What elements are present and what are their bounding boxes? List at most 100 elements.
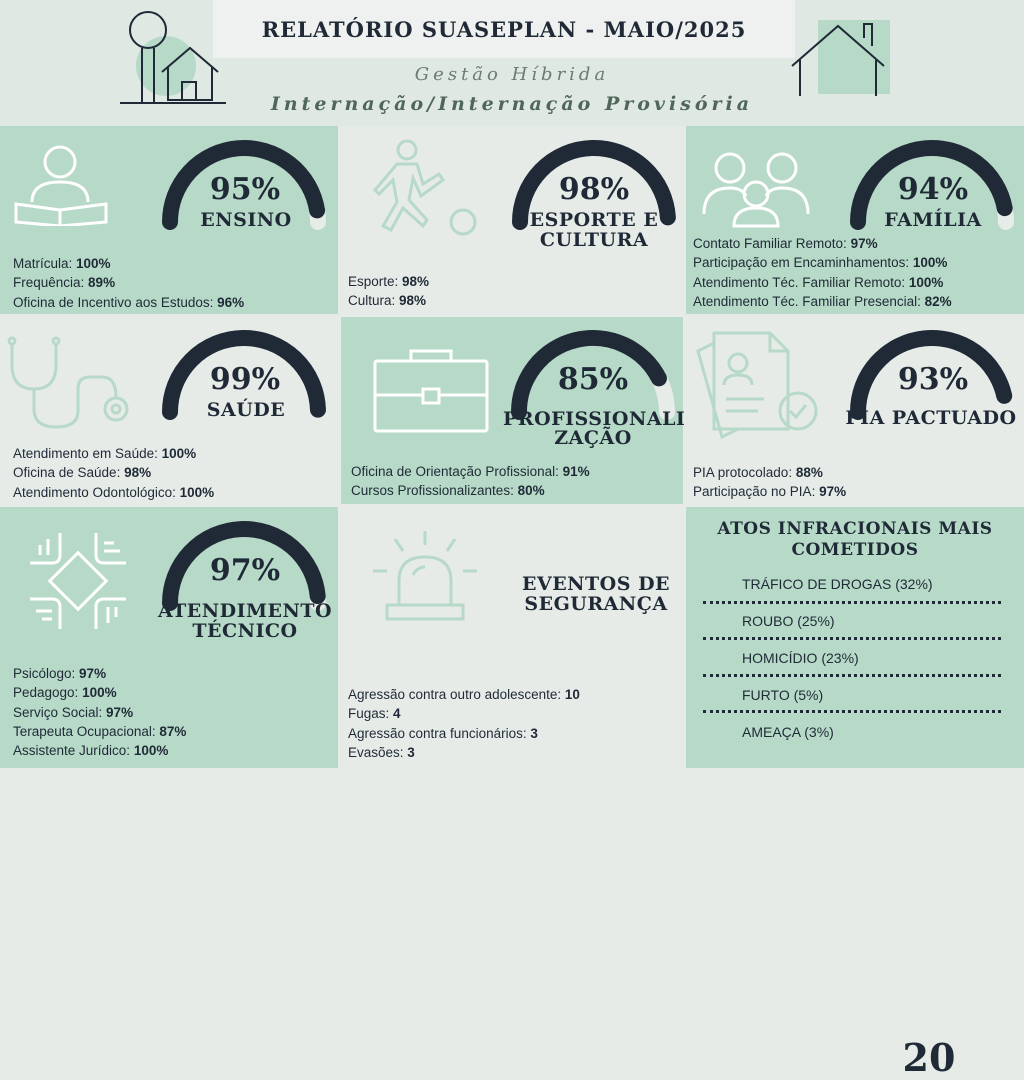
metric-row: Terapeuta Ocupacional: 87% xyxy=(13,722,186,741)
list-ensino: Matrícula: 100% Frequência: 89% Oficina de… xyxy=(13,254,244,312)
gauge-profissionalizacao xyxy=(511,330,675,420)
divider xyxy=(703,674,1001,677)
metric-label: Psicólogo: xyxy=(13,666,80,681)
metric-row: Psicólogo: 97% xyxy=(13,664,186,683)
metric-value: 10 xyxy=(564,687,580,702)
metric-label: Cultura: xyxy=(348,293,400,309)
document-check-icon xyxy=(696,331,818,440)
metric-value: 88% xyxy=(795,465,823,480)
metric-label: Evasões: xyxy=(348,744,408,760)
gauge-familia xyxy=(850,140,1014,230)
metric-row: Esporte: 98% xyxy=(348,272,429,291)
metric-value: 97% xyxy=(819,484,847,500)
divider xyxy=(703,601,1001,604)
metric-value: 98% xyxy=(399,293,427,309)
gauge-fill xyxy=(162,330,326,420)
gauge-fill xyxy=(511,330,667,420)
hands-cooperation-icon xyxy=(30,533,126,629)
metric-value: 100% xyxy=(82,685,117,701)
metric-row: Atendimento Téc. Familiar Presencial: 82… xyxy=(693,292,952,311)
subtitle-2: Internação/Internação Provisória xyxy=(270,93,754,115)
metric-row: Oficina de Incentivo aos Estudos: 96% xyxy=(13,293,244,312)
metric-value: 98% xyxy=(402,274,430,289)
metric-label: Oficina de Incentivo aos Estudos: xyxy=(13,294,218,310)
list-saude: Atendimento em Saúde: 100% Oficina de Saú… xyxy=(13,444,214,502)
label-seguranca-1: EVENTOS DE xyxy=(521,573,671,595)
metric-value: 3 xyxy=(407,744,415,760)
house-tree-icon xyxy=(120,11,226,104)
gauge-ensino xyxy=(162,140,326,230)
divider xyxy=(703,710,1001,713)
metric-label: Assistente Jurídico: xyxy=(13,743,134,759)
panel-esporte: 98% ESPORTE E CULTURA Esporte: 98% Cultur… xyxy=(341,126,683,314)
metric-value: 80% xyxy=(517,483,545,499)
panel-profissionalizacao: 85% PROFISSIONALI- ZAÇÃO Oficina de Orie… xyxy=(341,317,694,504)
percent-atendimento: 97% xyxy=(209,553,281,588)
list-familia: Contato Familiar Remoto: 97% Participação… xyxy=(693,234,952,311)
metric-row: Evasões: 3 xyxy=(348,743,580,762)
atos-item: AMEAÇA (3%) xyxy=(742,724,834,740)
metric-row: Frequência: 89% xyxy=(13,273,244,292)
list-seguranca: Agressão contra outro adolescente: 10 Fug… xyxy=(348,685,580,762)
metric-label: Participação no PIA: xyxy=(693,484,820,500)
label-profissionalizacao-2: ZAÇÃO xyxy=(554,427,632,449)
metric-value: 82% xyxy=(924,293,952,309)
atos-item: HOMICÍDIO (23%) xyxy=(742,650,859,666)
atos-title-line-1: ATOS INFRACIONAIS MAIS xyxy=(717,519,993,539)
page-title: RELATÓRIO SUASEPLAN - MAIO/2025 xyxy=(261,16,747,42)
house-icon xyxy=(791,20,890,96)
metric-row: Fugas: 4 xyxy=(348,704,580,723)
metric-value: 100% xyxy=(179,484,215,500)
gauge-esporte xyxy=(512,140,676,230)
metric-row: Participação em Encaminhamentos: 100% xyxy=(693,253,952,272)
metric-value: 97% xyxy=(106,704,134,720)
metric-label: Atendimento Odontológico: xyxy=(13,484,180,500)
metric-row: Atendimento Odontológico: 100% xyxy=(13,483,214,502)
metric-label: Esporte: xyxy=(348,274,403,289)
list-atendimento: Psicólogo: 97% Pedagogo: 100% Serviço Soci… xyxy=(13,664,186,760)
metric-value: 87% xyxy=(159,723,187,739)
list-profissionalizacao: Oficina de Orientação Profissional: 91% C… xyxy=(351,462,590,501)
label-seguranca-2: SEGURANÇA xyxy=(524,593,668,615)
metric-value: 100% xyxy=(133,743,169,759)
gauge-fill xyxy=(162,521,326,611)
count-seguranca: 20 xyxy=(902,1035,956,1080)
label-saude: SAÚDE xyxy=(206,399,286,421)
panel-seguranca: 20 EVENTOS DE SEGURANÇA Agressão contra … xyxy=(341,507,955,1080)
gauge-pia xyxy=(850,330,1014,420)
label-profissionalizacao-1: PROFISSIONALI- xyxy=(503,408,694,430)
stethoscope-icon xyxy=(7,336,129,429)
header: RELATÓRIO SUASEPLAN - MAIO/2025 Gestão H… xyxy=(0,0,1024,126)
gauge-fill xyxy=(512,140,676,230)
metric-value: 97% xyxy=(79,666,107,681)
label-pia: PIA PACTUADO xyxy=(845,407,1017,429)
metric-value: 100% xyxy=(76,256,111,271)
panel-atendimento: 97% ATENDIMENTO TÉCNICO Psicólogo: 97% Pe… xyxy=(0,507,338,768)
gauge-fill xyxy=(850,330,1013,420)
metric-row: Serviço Social: 97% xyxy=(13,703,186,722)
atos-item: TRÁFICO DE DROGAS (32%) xyxy=(742,576,933,592)
metric-label: Pedagogo: xyxy=(13,685,83,701)
metric-value: 100% xyxy=(908,274,944,290)
metric-row: Cultura: 98% xyxy=(348,291,429,310)
metric-label: PIA protocolado: xyxy=(693,465,796,480)
gauge-fill xyxy=(162,140,326,230)
metric-label: Cursos Profissionalizantes: xyxy=(351,483,518,499)
title-box: RELATÓRIO SUASEPLAN - MAIO/2025 xyxy=(213,0,795,58)
metric-label: Matrícula: xyxy=(13,256,77,271)
gauge-fill xyxy=(850,140,1013,230)
metric-row: Oficina de Orientação Profissional: 91% xyxy=(351,462,590,481)
atos-item: ROUBO (25%) xyxy=(742,613,835,629)
panel-familia: 94% FAMÍLIA Contato Familiar Remoto: 97%… xyxy=(686,126,1024,314)
metric-row: Participação no PIA: 97% xyxy=(693,482,846,501)
panel-pia: 93% PIA PACTUADO PIA protocolado: 88% Par… xyxy=(686,317,1024,504)
briefcase-icon xyxy=(373,349,489,433)
metric-row: Atendimento em Saúde: 100% xyxy=(13,444,214,463)
label-esporte-2: CULTURA xyxy=(539,229,649,251)
metric-value: 89% xyxy=(88,275,116,291)
gauge-atendimento xyxy=(162,521,326,611)
metric-label: Atendimento em Saúde: xyxy=(13,446,162,461)
metric-label: Frequência: xyxy=(13,275,89,291)
metric-row: Pedagogo: 100% xyxy=(13,683,186,702)
metric-label: Agressão contra outro adolescente: xyxy=(348,687,565,702)
